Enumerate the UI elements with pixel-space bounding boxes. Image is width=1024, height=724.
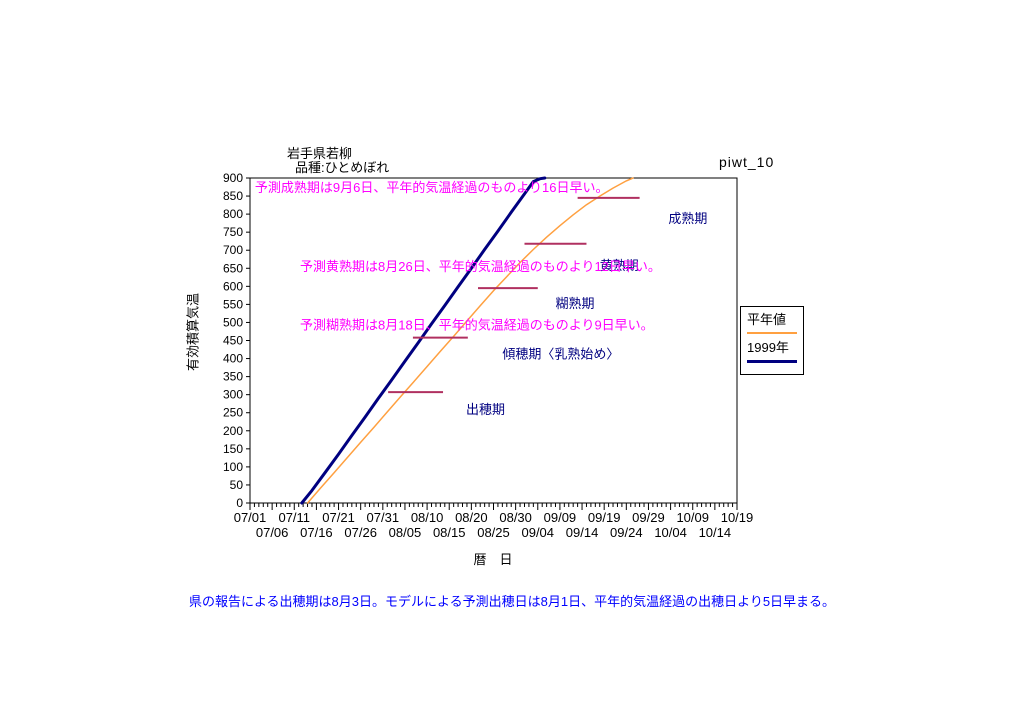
x-tick-label: 10/19 — [721, 510, 754, 525]
chart-title-variety: 品種:ひとめぼれ — [295, 160, 390, 175]
y-tick-label: 750 — [223, 225, 243, 239]
legend-label-1999: 1999年 — [747, 340, 789, 355]
x-tick-label: 08/10 — [411, 510, 444, 525]
y-tick-label: 100 — [223, 460, 243, 474]
legend-line-0 — [747, 332, 797, 334]
x-tick-label: 09/04 — [521, 525, 554, 540]
x-tick-label: 10/14 — [699, 525, 732, 540]
chart-title-location: 岩手県若柳 — [287, 146, 353, 161]
y-axis-title: 有効積算気温 — [185, 292, 201, 372]
y-tick-label: 150 — [223, 442, 243, 456]
stage-label-2: 糊熟期 — [555, 296, 594, 311]
y-tick-label: 800 — [223, 207, 243, 221]
y-tick-label: 200 — [223, 424, 243, 438]
y-tick-label: 0 — [236, 496, 243, 510]
stage-label-0: 成熟期 — [668, 211, 707, 226]
x-tick-label: 07/01 — [234, 510, 267, 525]
series-line-1 — [300, 176, 547, 505]
y-tick-label: 400 — [223, 352, 243, 366]
legend-line-1 — [747, 360, 797, 363]
x-tick-label: 07/11 — [278, 510, 310, 525]
x-tick-label: 10/09 — [676, 510, 709, 525]
x-tick-label: 09/24 — [610, 525, 643, 540]
y-tick-label: 600 — [223, 279, 243, 293]
legend: 平年値 1999年 — [740, 306, 804, 375]
x-tick-label: 09/14 — [566, 525, 599, 540]
model-id-label: piwt_10 — [719, 154, 775, 170]
prediction-annotation-0: 予測成熟期は9月6日、平年的気温経過のものより16日早い。 — [255, 180, 609, 195]
stage-label-4: 出穂期 — [466, 402, 505, 417]
x-axis-title: 暦 日 — [473, 552, 513, 567]
prediction-annotation-2: 予測糊熟期は8月18日、平年的気温経過のものより9日早い。 — [300, 318, 654, 333]
stage-label-3: 傾穂期〈乳熟始め〉 — [502, 347, 619, 362]
x-tick-label: 07/26 — [344, 525, 377, 540]
x-tick-label: 09/29 — [632, 510, 665, 525]
x-tick-label: 08/05 — [389, 525, 422, 540]
chart-title: 岩手県若柳 品種:ひとめぼれ — [287, 147, 389, 175]
y-tick-label: 50 — [230, 478, 244, 492]
series-line-0 — [306, 177, 634, 504]
y-tick-label: 450 — [223, 334, 243, 348]
y-tick-label: 900 — [223, 171, 243, 185]
x-tick-label: 08/15 — [433, 525, 466, 540]
y-tick-label: 700 — [223, 243, 243, 257]
stage-label-1: 黄熟期 — [600, 258, 639, 273]
x-tick-label: 07/31 — [367, 510, 400, 525]
x-tick-label: 09/09 — [544, 510, 577, 525]
y-tick-label: 300 — [223, 388, 243, 402]
y-tick-label: 350 — [223, 370, 243, 384]
x-tick-label: 09/19 — [588, 510, 621, 525]
prediction-annotation-1: 予測黄熟期は8月26日、平年的気温経過のものより12日早い。 — [300, 259, 661, 274]
x-tick-label: 08/25 — [477, 525, 510, 540]
y-tick-label: 550 — [223, 297, 243, 311]
y-tick-label: 650 — [223, 261, 243, 275]
x-tick-label: 07/16 — [300, 525, 333, 540]
x-tick-label: 07/06 — [256, 525, 289, 540]
plot-frame — [249, 177, 738, 504]
x-tick-label: 08/30 — [499, 510, 532, 525]
footnote: 県の報告による出穂期は8月3日。モデルによる予測出穂日は8月1日、平年的気温経過… — [188, 594, 836, 609]
y-tick-label: 850 — [223, 189, 243, 203]
legend-label-normal-year: 平年値 — [747, 312, 787, 327]
y-tick-label: 500 — [223, 315, 243, 329]
y-tick-label: 250 — [223, 406, 243, 420]
x-tick-label: 07/21 — [322, 510, 355, 525]
x-tick-label: 10/04 — [654, 525, 687, 540]
x-tick-label: 08/20 — [455, 510, 488, 525]
